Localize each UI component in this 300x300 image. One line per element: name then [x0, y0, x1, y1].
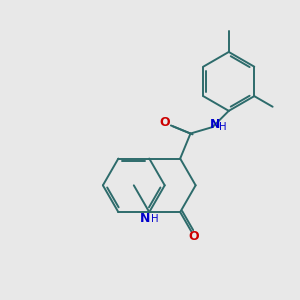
Text: H: H — [151, 214, 158, 224]
Text: O: O — [160, 116, 170, 130]
Text: H: H — [219, 122, 227, 132]
Text: N: N — [140, 212, 150, 225]
Text: N: N — [210, 118, 220, 130]
Text: O: O — [189, 230, 200, 243]
